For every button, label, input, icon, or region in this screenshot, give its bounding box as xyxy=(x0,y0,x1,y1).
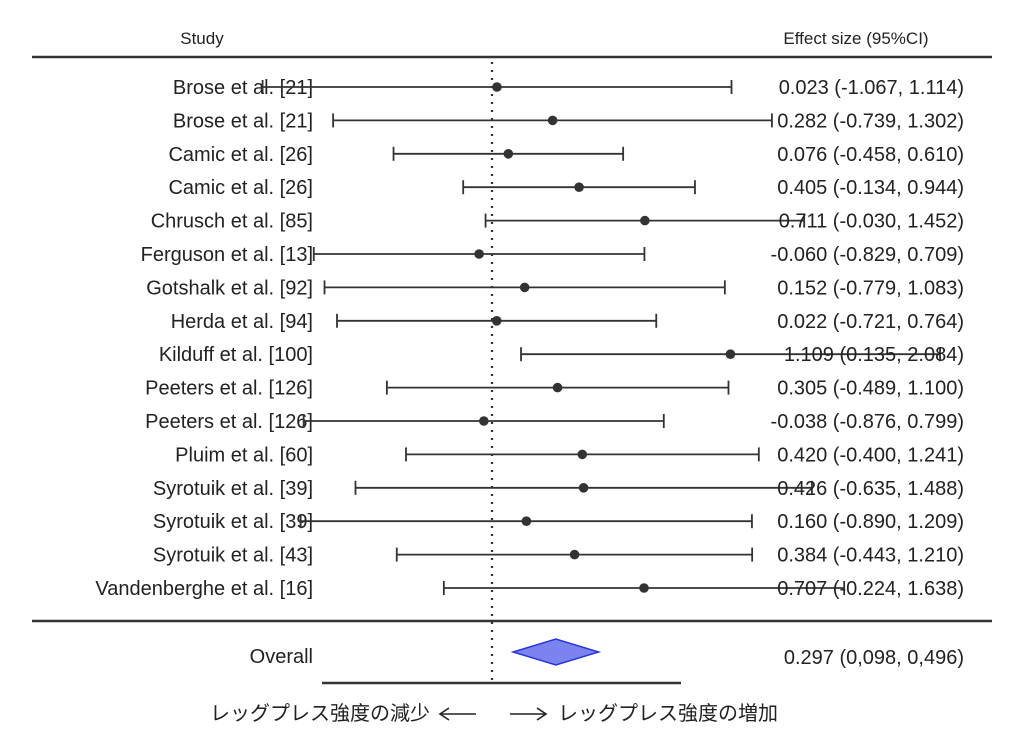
study-label: Camic et al. [26] xyxy=(168,144,313,166)
study-label: Syrotuik et al. [39] xyxy=(153,511,313,533)
ci-text: 0.426 (-0.635, 1.488) xyxy=(777,478,964,500)
effect-point xyxy=(521,516,532,526)
effect-point xyxy=(640,215,650,226)
study-rows: Brose et al. [21] 0.023 (-1.067, 1.114)Br… xyxy=(95,77,964,600)
effect-point xyxy=(725,349,736,360)
study-row: Camic et al. [26] 0.405 (-0.134, 0.944) xyxy=(168,177,964,199)
study-row: Syrotuik et al. [43] 0.384 (-0.443, 1.210… xyxy=(153,545,964,567)
study-row: Herda et al. [94] 0.022 (-0.721, 0.764) xyxy=(171,311,964,333)
effect-point xyxy=(491,316,502,326)
study-row: Pluim et al. [60] 0.420 (-0.400, 1.241) xyxy=(175,444,964,466)
effect-point xyxy=(479,416,489,426)
study-label: Peeters et al. [126] xyxy=(145,411,313,433)
study-row: Peeters et al. [126] 0.305 (-0.489, 1.100… xyxy=(145,378,964,400)
left-arrow-icon xyxy=(438,707,476,721)
effect-point xyxy=(547,115,558,126)
ci-text: 0.282 (-0.739, 1.302) xyxy=(777,110,964,132)
study-label: Kilduff et al. [100] xyxy=(159,344,313,366)
study-label: Pluim et al. [60] xyxy=(175,444,313,466)
ci-text: 0.711 (-0.030, 1.452) xyxy=(779,211,964,233)
effect-point xyxy=(574,182,584,192)
ci-text: 0.405 (-0.134, 0.944) xyxy=(777,177,964,199)
ci-text: 0.023 (-1.067, 1.114) xyxy=(779,77,964,99)
study-row: Gotshalk et al. [92] 0.152 (-0.779, 1.083… xyxy=(146,277,964,299)
study-label: Syrotuik et al. [43] xyxy=(153,545,313,567)
overall-ci-text: 0.297 (0,098, 0,496) xyxy=(784,647,964,669)
ci-text: 1.109 (0.135, 2.084) xyxy=(784,344,964,366)
effect-point xyxy=(492,82,502,92)
ci-text: 0.076 (-0.458, 0.610) xyxy=(777,144,964,166)
study-label: Camic et al. [26] xyxy=(168,177,313,199)
study-row: Vandenberghe et al. [16] 0.707 (-0.224, 1… xyxy=(95,578,964,600)
effect-point xyxy=(577,449,588,460)
study-row: Camic et al. [26] 0.076 (-0.458, 0.610) xyxy=(168,144,964,166)
study-label: Gotshalk et al. [92] xyxy=(146,277,313,299)
decrease-direction-label: レッグプレス強度の減少 xyxy=(210,702,430,725)
study-row: Brose et al. [21] 0.282 (-0.739, 1.302) xyxy=(173,110,964,132)
effect-point xyxy=(474,249,484,259)
ci-text: -0.038 (-0.876, 0.799) xyxy=(771,411,964,433)
study-row: Peeters et al. [126] -0.038 (-0.876, 0.79… xyxy=(145,411,964,433)
study-row: Syrotuik et al. [39] 0.160 (-0.890, 1.209… xyxy=(153,511,964,533)
study-label: Ferguson et al. [13] xyxy=(141,244,313,266)
study-column-header: Study xyxy=(180,29,224,48)
ci-text: 0.707 (-0.224, 1.638) xyxy=(777,578,964,600)
effect-point xyxy=(569,549,580,560)
study-label: Herda et al. [94] xyxy=(171,311,313,333)
right-arrow-icon xyxy=(510,707,548,721)
ci-text: 0.384 (-0.443, 1.210) xyxy=(777,545,964,567)
overall-label: Overall xyxy=(250,646,313,668)
effect-point xyxy=(552,382,563,393)
ci-text: 0.305 (-0.489, 1.100) xyxy=(777,378,964,400)
ci-text: 0.152 (-0.779, 1.083) xyxy=(777,277,964,299)
study-row: Kilduff et al. [100] 1.109 (0.135, 2.084) xyxy=(159,344,964,366)
ci-text: 0.022 (-0.721, 0.764) xyxy=(777,311,964,333)
ci-text: -0.060 (-0.829, 0.709) xyxy=(771,244,964,266)
effect-point xyxy=(519,282,530,293)
study-label: Peeters et al. [126] xyxy=(145,378,313,400)
ci-text: 0.420 (-0.400, 1.241) xyxy=(777,444,964,466)
effect-point xyxy=(503,149,514,159)
study-row: Syrotuik et al. [39] 0.426 (-0.635, 1.488… xyxy=(153,478,964,500)
overall-effect-diamond xyxy=(510,638,602,666)
ci-text: 0.160 (-0.890, 1.209) xyxy=(777,511,964,533)
study-row: Chrusch et al. [85] 0.711 (-0.030, 1.452) xyxy=(151,211,964,233)
study-label: Vandenberghe et al. [16] xyxy=(95,578,313,600)
study-label: Brose et al. [21] xyxy=(173,77,313,99)
effect-point xyxy=(639,583,649,593)
study-row: Brose et al. [21] 0.023 (-1.067, 1.114) xyxy=(173,77,964,99)
study-label: Brose et al. [21] xyxy=(173,110,313,132)
effect-size-column-header: Effect size (95%CI) xyxy=(783,29,928,48)
study-row: Ferguson et al. [13] -0.060 (-0.829, 0.70… xyxy=(141,244,964,266)
effect-point xyxy=(578,483,589,493)
study-label: Chrusch et al. [85] xyxy=(151,211,313,233)
study-label: Syrotuik et al. [39] xyxy=(153,478,313,500)
increase-direction-label: レッグプレス強度の増加 xyxy=(558,702,778,725)
